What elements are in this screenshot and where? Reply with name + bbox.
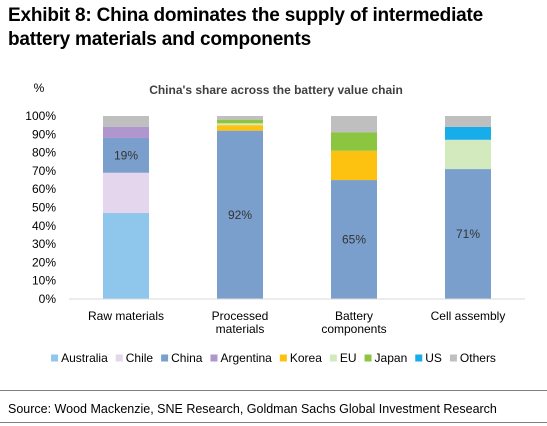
bar-segment-china <box>331 180 377 299</box>
bar-segment-others <box>217 116 263 120</box>
bars: 19% 92% 65% 71% <box>103 116 491 299</box>
y-tick-label: 30% <box>32 237 56 251</box>
legend-item-korea: Korea <box>279 351 322 365</box>
legend: Australia Chile China Argentina Korea EU Japan… <box>51 351 496 365</box>
legend-swatch <box>449 354 457 362</box>
y-tick-label: 10% <box>32 274 56 288</box>
legend-label: Japan <box>375 351 408 365</box>
legend-label: EU <box>340 351 357 365</box>
data-label: 65% <box>342 233 366 247</box>
legend-swatch <box>329 354 337 362</box>
y-tick-label: 50% <box>32 201 56 215</box>
bar-segment-japan <box>331 132 377 151</box>
x-category-label: Processed materials <box>212 309 269 336</box>
legend-item-chile: Chile <box>115 351 154 365</box>
legend-item-australia: Australia <box>51 351 108 365</box>
legend-label: Argentina <box>220 351 272 365</box>
legend-label: Chile <box>126 351 154 365</box>
source-note: Source: Wood Mackenzie, SNE Research, Go… <box>8 402 497 416</box>
bar-segment-others <box>331 116 377 133</box>
y-tick-label: 40% <box>32 219 56 233</box>
exhibit-title: Exhibit 8: China dominates the supply of… <box>8 5 484 50</box>
stacked-bar-chart: % China's share across the battery value… <box>25 81 525 365</box>
y-axis-unit-label: % <box>34 81 45 95</box>
top-divider <box>0 390 547 391</box>
legend-item-china: China <box>161 351 203 365</box>
legend-label: China <box>171 351 203 365</box>
bar-segment-korea <box>331 150 377 181</box>
legend-item-eu: EU <box>329 351 357 365</box>
legend-item-us: US <box>415 351 442 365</box>
legend-item-others: Others <box>449 351 496 365</box>
legend-label: Australia <box>61 351 108 365</box>
data-label: 71% <box>456 227 480 241</box>
legend-swatch <box>210 354 218 362</box>
chart-title: China's share across the battery value c… <box>149 83 403 97</box>
legend-label: Korea <box>290 351 322 365</box>
legend-swatch <box>115 354 123 362</box>
x-category-label: Battery components <box>321 309 386 336</box>
x-category-label: Cell assembly <box>431 309 506 323</box>
bar-segment-china <box>445 169 491 299</box>
x-category-label: Raw materials <box>88 309 164 323</box>
legend-label: Others <box>460 351 496 365</box>
bar-segment-eu <box>445 139 491 170</box>
bar-segment-australia <box>103 212 149 299</box>
bar-segment-china <box>103 137 149 173</box>
legend-swatch <box>279 354 287 362</box>
bar-segment-others <box>103 116 149 127</box>
y-tick-label: 90% <box>32 127 56 141</box>
legend-item-japan: Japan <box>364 351 408 365</box>
y-tick-label: 80% <box>32 146 56 160</box>
legend-swatch <box>364 354 372 362</box>
data-label: 92% <box>228 208 252 222</box>
bar-segment-argentina <box>103 126 149 138</box>
legend-swatch <box>51 354 59 362</box>
y-tick-label: 60% <box>32 182 56 196</box>
x-axis: Raw materials Processed materials Battery co… <box>88 309 505 336</box>
bar-segment-china <box>217 130 263 299</box>
bar-segment-japan <box>217 119 263 124</box>
bar-segment-others <box>445 116 491 127</box>
bar-segment-eu <box>217 123 263 126</box>
legend-swatch <box>415 354 423 362</box>
bar-segment-korea <box>217 125 263 131</box>
legend-swatch <box>161 354 169 362</box>
bar-segment-us <box>445 126 491 140</box>
y-tick-label: 20% <box>32 255 56 269</box>
y-tick-label: 100% <box>25 109 56 123</box>
legend-item-argentina: Argentina <box>210 351 272 365</box>
y-tick-label: 0% <box>39 292 57 306</box>
bottom-divider <box>0 422 547 423</box>
y-tick-label: 70% <box>32 164 56 178</box>
bar-segment-chile <box>103 172 149 213</box>
legend-label: US <box>425 351 442 365</box>
data-label: 19% <box>114 148 138 162</box>
y-axis: 0% 10% 20% 30% 40% 50% 60% 70% 80% 90% 100% <box>25 109 56 306</box>
